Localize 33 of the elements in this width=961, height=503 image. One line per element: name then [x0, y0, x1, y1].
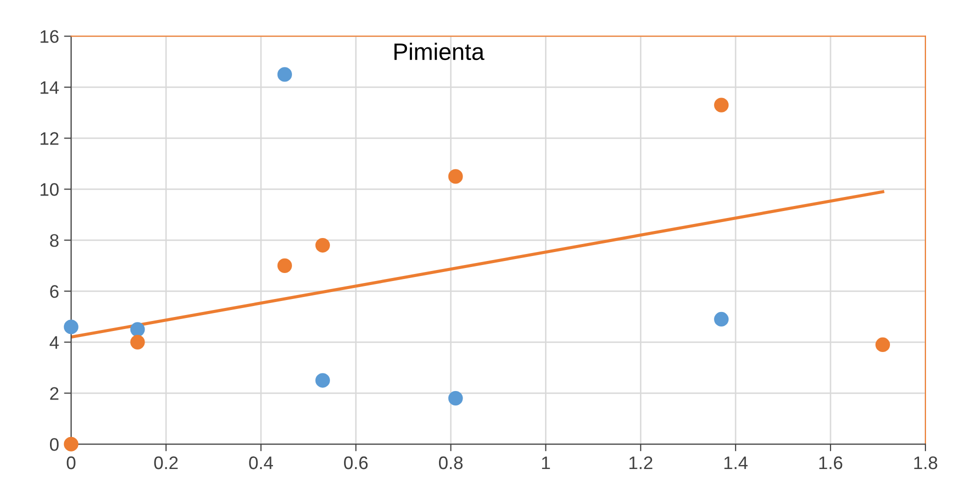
- x-tick-label: 0.8: [438, 456, 463, 470]
- y-tick-label: 14: [40, 81, 59, 94]
- y-tick-label: 16: [40, 30, 59, 43]
- point: [448, 169, 463, 184]
- y-tick-label: 10: [40, 183, 59, 196]
- point: [130, 334, 145, 350]
- x-tick-label: 0: [66, 456, 76, 470]
- x-tick-label: 1.4: [724, 456, 748, 470]
- point: [277, 67, 292, 82]
- point: [130, 322, 145, 337]
- chart-title: Pimienta: [394, 42, 484, 60]
- point: [64, 320, 78, 334]
- point: [315, 373, 330, 388]
- y-tick-label: 0: [50, 438, 59, 451]
- x-tick-label: 1.6: [819, 456, 842, 470]
- x-tick-label: 0.2: [154, 456, 178, 470]
- point: [714, 312, 729, 327]
- y-tick-label: 8: [50, 234, 59, 247]
- point: [875, 337, 890, 352]
- point: [714, 98, 729, 112]
- point: [277, 258, 292, 273]
- y-tick-label: 6: [50, 285, 59, 298]
- x-tick-label: 0.4: [249, 456, 273, 470]
- y-tick-label: 12: [40, 132, 58, 145]
- x-tick-label: 1: [542, 456, 550, 470]
- point: [64, 436, 78, 452]
- y-tick-label: 4: [50, 336, 59, 349]
- x-tick-label: 1.8: [914, 456, 938, 470]
- point: [315, 238, 330, 253]
- point: [448, 390, 463, 406]
- y-tick-label: 2: [50, 387, 58, 400]
- x-tick-label: 1.2: [629, 456, 652, 470]
- x-tick-label: 0.6: [344, 456, 368, 470]
